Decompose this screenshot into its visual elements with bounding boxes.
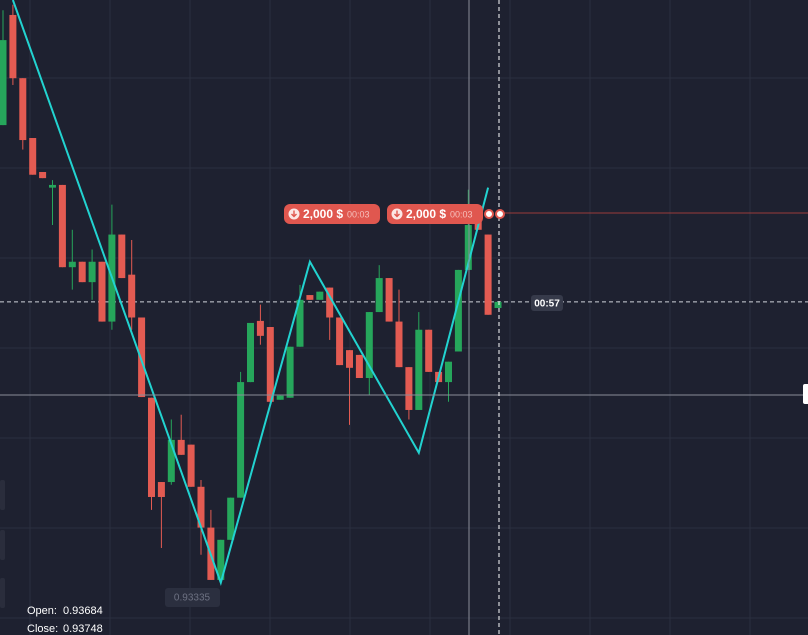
candle-body [494,301,502,308]
trade-point [484,209,494,219]
open-value: 0.93684 [63,605,103,617]
candle-body [296,299,304,347]
candle-body [316,291,324,300]
side-tab[interactable] [0,530,5,560]
zigzag-line [11,0,490,586]
candle-body [484,234,492,315]
candle-body [98,261,106,322]
close-value: 0.93748 [63,623,103,635]
candle-body [237,382,245,498]
candle-body [355,354,363,379]
candle-body [395,321,403,368]
candle-body [326,287,334,318]
side-tab[interactable] [0,578,5,608]
candle-body [19,78,27,141]
trade-amount: 2,000 $ [406,207,446,221]
timer: 00:57 [534,299,560,310]
low-label-box [165,588,220,607]
candle-body [276,395,284,400]
candle-body [148,397,155,497]
candle-body [118,234,126,279]
candle-body [78,261,86,283]
candle-body [425,329,433,372]
candle-body [375,278,383,313]
candle-body [167,439,175,483]
trade-time: 00:03 [347,209,370,219]
candle-body [346,350,353,368]
candle-body [266,327,274,402]
candle-body [68,261,76,268]
candle-body [177,439,185,455]
candle-body [58,184,66,268]
plot [0,0,808,586]
candle-body [88,261,96,283]
candle-body [227,497,235,540]
candle-body [49,184,56,188]
candle-body [217,539,225,580]
candle-body [138,317,146,398]
candle-body [415,329,423,410]
candle-body [29,138,37,175]
candle-body [306,295,314,300]
candle-body [385,278,393,322]
trade-badge[interactable]: 2,000 $ 00:03 [284,204,380,224]
trade-point [495,209,505,219]
candle-body [9,14,17,79]
candle-body [256,320,264,336]
candle-body [197,486,205,528]
close-label: Close: [27,623,58,635]
candle-body [445,361,452,383]
candle-body [0,40,7,126]
candle-body [128,274,136,318]
candle-body [454,269,462,352]
trade-time: 00:03 [450,209,473,219]
candle-body [365,312,373,379]
price-handle[interactable] [803,384,808,404]
candle-body [286,346,294,398]
candle-body [247,322,254,383]
trade-badge[interactable]: 2,000 $ 00:03 [387,204,483,224]
timer-badge [531,295,563,311]
low-label: 0.93335 [174,593,211,604]
candle-body [187,444,195,487]
side-tab[interactable] [0,480,5,510]
open-label: Open: [27,605,57,617]
candle-body [336,317,344,366]
trade-amount: 2,000 $ [303,207,343,221]
candle-body [157,482,165,497]
candle-body [39,172,47,179]
candle-body [405,367,413,410]
candle-body [464,225,472,270]
